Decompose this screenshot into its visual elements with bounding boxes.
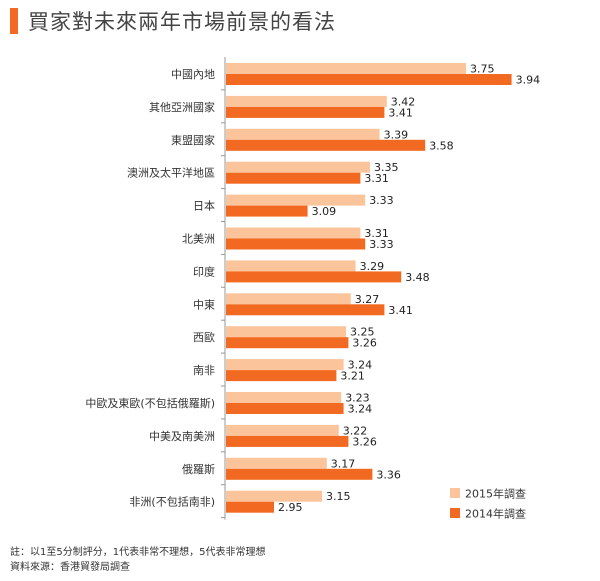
bar-2015	[226, 194, 366, 206]
category-label: 西歐	[193, 330, 215, 344]
bar-2014	[226, 172, 361, 184]
bar-2014	[226, 74, 512, 85]
category-label: 俄羅斯	[182, 463, 215, 476]
bar-2015	[226, 359, 344, 371]
bar-2015	[226, 326, 346, 338]
data-label: 3.21	[340, 370, 365, 383]
category-label: 中美及南美洲	[149, 430, 215, 443]
bar-2015	[226, 424, 339, 436]
bar-2014	[226, 139, 426, 151]
bar-2014	[226, 435, 349, 447]
data-label: 3.15	[326, 490, 351, 503]
data-label: 3.35	[374, 161, 399, 174]
data-label: 3.75	[470, 63, 495, 76]
category-label: 北美洲	[182, 233, 215, 246]
scale-note: 註：以1至5分制評分，1代表非常不理想，5代表非常理想	[10, 547, 266, 558]
data-label: 3.33	[369, 238, 394, 251]
bar-2015	[226, 293, 351, 305]
bar-2014	[226, 337, 349, 349]
legend-label: 2014年調查	[465, 507, 526, 521]
data-label: 3.48	[405, 271, 430, 284]
chart-title: 買家對未來兩年市場前景的看法	[28, 10, 336, 34]
category-label: 其他亞洲國家	[149, 100, 215, 114]
category-label: 東盟國家	[171, 133, 215, 147]
bar-2014	[226, 403, 344, 414]
category-label: 非洲(不包括南非)	[129, 495, 215, 509]
data-label: 3.26	[352, 337, 377, 350]
data-label: 3.33	[369, 194, 394, 207]
source-note: 資料來源：香港貿發局調查	[10, 562, 130, 573]
bar-2015	[226, 227, 361, 239]
data-label: 3.31	[364, 172, 389, 185]
bar-2014	[226, 238, 366, 250]
bar-2015	[226, 392, 342, 403]
data-label: 3.39	[384, 128, 409, 141]
data-label: 3.23	[345, 392, 370, 405]
data-label: 3.27	[355, 293, 380, 306]
category-label: 日本	[193, 199, 215, 213]
bar-2015	[226, 95, 387, 107]
bar-2015	[226, 161, 370, 173]
bar-2015	[226, 128, 380, 140]
data-label: 2.95	[278, 501, 303, 514]
bar-2015	[226, 260, 356, 272]
category-label: 中國內地	[171, 68, 215, 81]
bar-2014	[226, 304, 385, 316]
category-label: 中東	[193, 298, 215, 311]
data-label: 3.36	[376, 468, 401, 481]
data-label: 3.17	[331, 457, 356, 470]
data-label: 3.42	[391, 95, 416, 108]
bar-2015	[226, 490, 322, 502]
category-label: 印度	[193, 264, 215, 278]
legend-label: 2015年調查	[465, 487, 526, 501]
bar-2014	[226, 468, 373, 480]
legend-swatch	[450, 488, 460, 498]
bar-2014	[226, 501, 274, 513]
category-label: 南非	[193, 364, 215, 377]
legend-swatch	[450, 508, 460, 518]
bar-2014	[226, 271, 402, 283]
category-label: 澳洲及太平洋地區	[127, 166, 215, 180]
category-label: 中歐及東歐(不包括俄羅斯)	[85, 396, 215, 410]
data-label: 3.24	[348, 359, 373, 372]
data-label: 3.26	[352, 435, 377, 448]
title-accent-bar	[10, 8, 18, 34]
data-label: 3.29	[360, 260, 385, 273]
data-label: 3.41	[388, 304, 413, 317]
bar-2014	[226, 370, 337, 382]
data-label: 3.41	[388, 106, 413, 119]
data-label: 3.58	[429, 139, 454, 152]
bar-2014	[226, 205, 308, 217]
bar-2015	[226, 457, 327, 469]
data-label: 3.22	[343, 424, 368, 437]
data-label: 3.24	[348, 403, 373, 416]
data-label: 3.25	[350, 326, 375, 339]
data-label: 3.31	[364, 227, 389, 240]
bar-2014	[226, 106, 385, 118]
data-label: 3.94	[516, 74, 541, 87]
bar-2015	[226, 63, 466, 74]
data-label: 3.09	[312, 205, 337, 218]
